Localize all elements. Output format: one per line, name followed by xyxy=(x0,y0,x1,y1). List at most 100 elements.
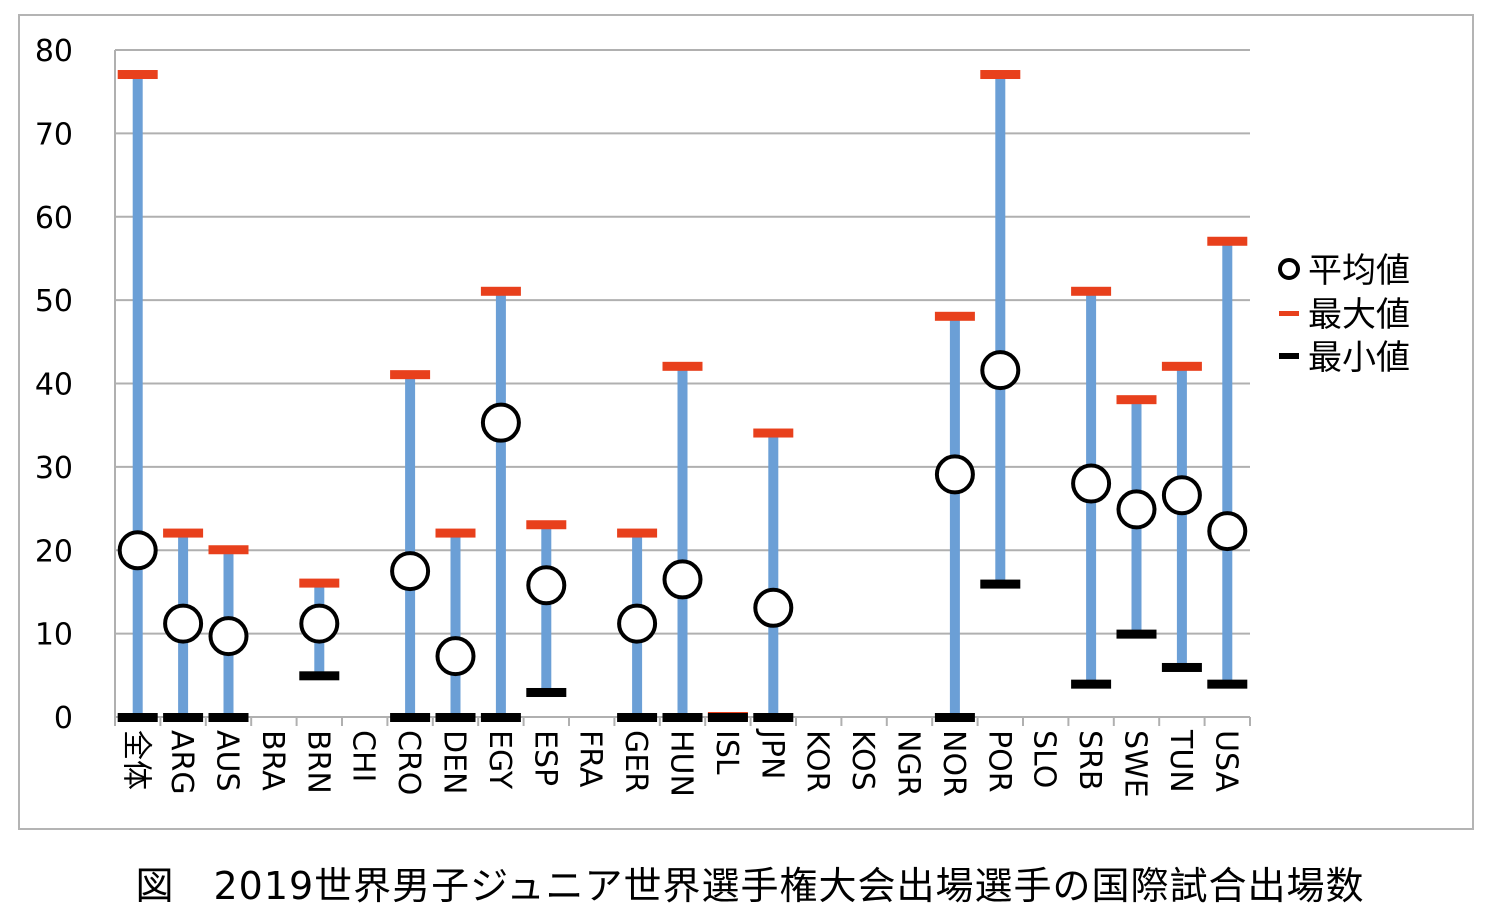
max-marker xyxy=(163,528,204,538)
legend-mean-marker xyxy=(1278,258,1300,280)
max-marker xyxy=(435,528,476,538)
min-markers xyxy=(117,579,1248,722)
max-marker xyxy=(1071,286,1112,296)
x-tick-label: BRN xyxy=(300,730,335,794)
x-tick-label: KOR xyxy=(800,730,835,793)
min-marker xyxy=(117,713,158,722)
x-tick-label: CRO xyxy=(391,730,426,795)
range-bars xyxy=(132,75,1233,717)
min-marker xyxy=(662,713,703,722)
mean-marker xyxy=(1116,489,1157,530)
x-tick-label: 全体 xyxy=(119,730,154,790)
mean-marker xyxy=(480,402,521,443)
min-marker xyxy=(980,579,1021,589)
mean-marker xyxy=(1207,511,1248,552)
max-marker xyxy=(934,311,975,321)
min-marker xyxy=(1116,629,1157,639)
max-marker xyxy=(390,370,431,380)
y-tick-label: 10 xyxy=(35,618,73,653)
max-marker xyxy=(980,70,1021,80)
min-marker xyxy=(1071,679,1112,689)
max-marker xyxy=(299,578,340,588)
y-tick-label: 40 xyxy=(35,368,73,403)
y-tick-label: 20 xyxy=(35,534,73,569)
tick-labels: 0 10 20 30 40 50 60 70 80 全体 ARG AUS BRA BRN CHI CRO DEN… xyxy=(35,34,1243,798)
min-marker xyxy=(299,671,340,681)
x-tick-label: POR xyxy=(981,730,1016,793)
max-marker xyxy=(117,70,158,80)
x-tick-label: ARG xyxy=(164,730,199,795)
mean-markers xyxy=(117,350,1248,677)
legend-max-label: 最大値 xyxy=(1308,295,1410,335)
legend-min-label: 最小値 xyxy=(1308,338,1410,378)
min-marker xyxy=(1207,679,1248,689)
mean-marker xyxy=(1161,475,1202,516)
legend: 平均値 最大値 最小値 xyxy=(1278,251,1410,378)
range-chart: 0 10 20 30 40 50 60 70 80 全体 ARG AUS BRA BRN CHI CRO DEN… xyxy=(35,34,1410,798)
min-marker xyxy=(390,713,431,722)
x-tick-label: FRA xyxy=(573,730,608,788)
min-marker xyxy=(617,713,658,722)
min-marker xyxy=(163,713,204,722)
x-tick-label: NGR xyxy=(891,730,926,797)
max-marker xyxy=(617,528,658,538)
y-tick-label: 0 xyxy=(54,701,73,736)
legend-max-marker xyxy=(1279,311,1299,316)
mean-marker xyxy=(435,636,476,677)
x-tick-label: KOS xyxy=(845,730,880,791)
max-marker xyxy=(480,286,521,296)
mean-marker xyxy=(390,551,431,592)
min-marker xyxy=(480,713,521,722)
mean-marker xyxy=(208,616,249,657)
mean-marker xyxy=(299,603,340,644)
mean-marker xyxy=(526,565,567,606)
max-marker xyxy=(753,428,794,438)
min-marker xyxy=(435,713,476,722)
mean-marker xyxy=(662,559,703,600)
x-tick-label: GER xyxy=(618,730,653,793)
mean-marker xyxy=(163,603,204,644)
x-tick-label: SWE xyxy=(1118,730,1153,798)
mean-marker xyxy=(1071,463,1112,504)
min-marker xyxy=(208,713,249,722)
legend-min-marker xyxy=(1279,353,1299,359)
y-tick-label: 70 xyxy=(35,117,73,152)
y-tick-label: 30 xyxy=(35,451,73,486)
x-tick-label: SLO xyxy=(1027,730,1062,788)
legend-mean-label: 平均値 xyxy=(1308,251,1410,291)
max-marker xyxy=(1116,395,1157,405)
x-tick-label: AUS xyxy=(210,730,245,792)
mean-marker xyxy=(617,603,658,644)
min-marker xyxy=(934,713,975,722)
x-tick-label: BRA xyxy=(255,730,290,791)
mean-marker xyxy=(753,587,794,628)
min-marker xyxy=(526,687,567,697)
x-tick-label: TUN xyxy=(1163,729,1198,793)
mean-marker xyxy=(934,454,975,495)
x-tick-label: EGY xyxy=(482,730,517,790)
min-marker xyxy=(1161,662,1202,672)
x-tick-label: DEN xyxy=(437,730,472,795)
x-tick-label: NOR xyxy=(936,730,971,797)
x-tick-label: CHI xyxy=(346,730,381,782)
y-tick-label: 50 xyxy=(35,284,73,319)
max-marker xyxy=(208,545,249,555)
max-marker xyxy=(526,520,567,530)
x-tick-label: SRB xyxy=(1072,730,1107,790)
min-marker xyxy=(753,713,794,722)
x-tick-label: ISL xyxy=(709,730,744,775)
mean-marker xyxy=(117,530,158,571)
figure-caption: 図 2019世界男子ジュニア世界選手権大会出場選手の国際試合出場数 xyxy=(135,864,1365,908)
x-tick-label: ESP xyxy=(527,730,562,786)
max-markers xyxy=(117,70,1248,721)
y-tick-label: 60 xyxy=(35,201,73,236)
min-marker xyxy=(707,713,748,722)
x-tick-label: JPN xyxy=(754,728,789,779)
max-marker xyxy=(662,361,703,371)
y-tick-label: 80 xyxy=(35,34,73,69)
x-tick-label: HUN xyxy=(664,730,699,797)
mean-marker xyxy=(980,350,1021,391)
max-marker xyxy=(1207,236,1248,246)
max-marker xyxy=(1161,361,1202,371)
x-tick-label: USA xyxy=(1208,730,1243,793)
